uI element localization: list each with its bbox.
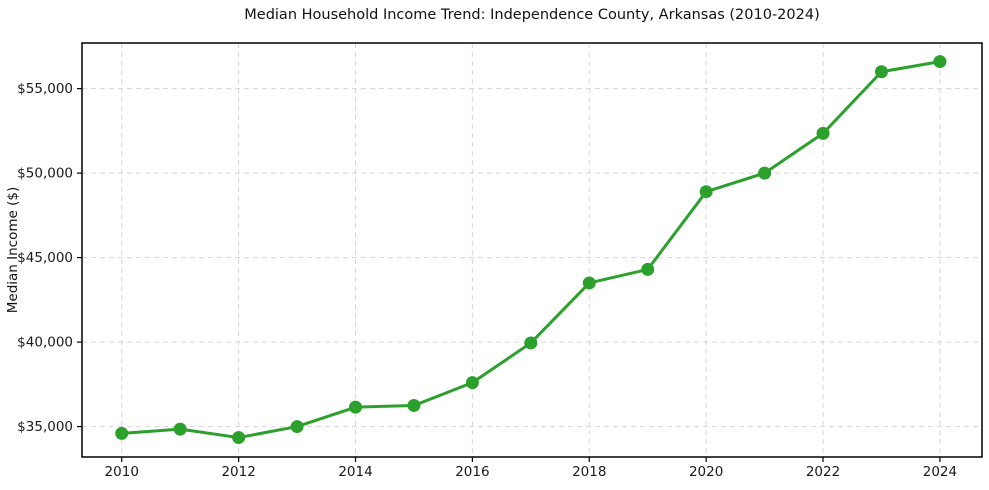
data-point-2022 [816,126,830,140]
y-tick-label: $45,000 [17,250,73,266]
data-point-2015 [407,398,421,412]
x-tick-label: 2018 [572,464,606,480]
data-point-2023 [874,65,888,79]
x-tick-label: 2010 [105,464,139,480]
y-tick-label: $50,000 [17,166,73,182]
data-point-2020 [699,185,713,199]
data-point-2011 [173,422,187,436]
data-point-2010 [115,426,129,440]
y-tick-label: $35,000 [17,419,73,435]
data-point-2017 [524,336,538,350]
x-tick-label: 2014 [338,464,372,480]
data-point-2021 [758,166,772,180]
data-point-2018 [582,276,596,290]
data-point-2013 [290,420,304,434]
y-tick-label: $40,000 [17,335,73,351]
chart-title: Median Household Income Trend: Independe… [244,7,820,23]
data-point-2024 [933,55,947,69]
data-point-2012 [232,431,246,445]
data-point-2016 [465,376,479,390]
x-tick-label: 2012 [221,464,255,480]
plot-border [81,42,983,458]
x-tick-label: 2020 [689,464,723,480]
data-point-2019 [641,262,655,276]
x-tick-label: 2016 [455,464,489,480]
trend-line [120,60,942,440]
data-point-2014 [349,400,363,414]
x-tick-label: 2024 [923,464,957,480]
x-tick-label: 2022 [806,464,840,480]
y-tick-label: $55,000 [17,81,73,97]
